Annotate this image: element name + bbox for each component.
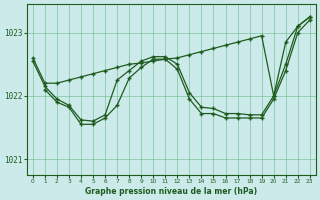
X-axis label: Graphe pression niveau de la mer (hPa): Graphe pression niveau de la mer (hPa) bbox=[85, 187, 257, 196]
